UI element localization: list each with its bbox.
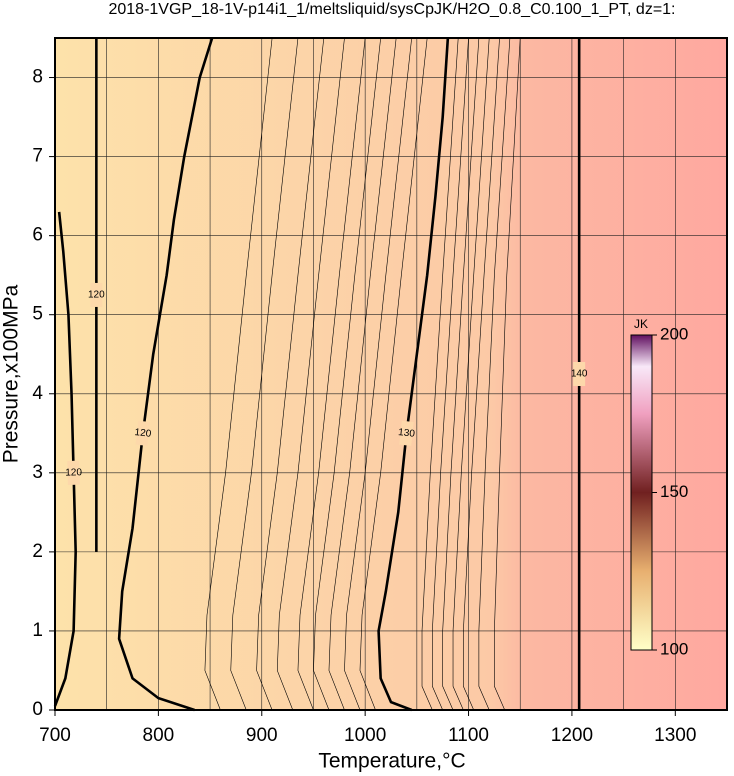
colorbar-label: JK <box>634 317 648 331</box>
x-tick-label: 900 <box>246 725 278 746</box>
y-tick-label: 3 <box>32 462 43 483</box>
y-axis-label: Pressure,x100MPa <box>0 284 23 463</box>
contour-line <box>313 37 381 711</box>
contour-line <box>478 37 511 711</box>
y-tick-label: 6 <box>32 225 43 246</box>
chart-title: 2018-1VGP_18-1V-p14i1_1/meltsliquid/sysC… <box>108 1 675 18</box>
contour-label: 140 <box>571 369 588 380</box>
contour-line <box>230 37 299 711</box>
plot-frame <box>54 37 728 711</box>
contour-line <box>359 37 428 711</box>
contour-label: 120 <box>134 427 152 440</box>
x-tick-label: 1000 <box>344 725 386 746</box>
contour-line <box>204 37 273 711</box>
contour-line <box>432 37 469 711</box>
y-tick-label: 4 <box>32 383 43 404</box>
y-tick-label: 2 <box>32 541 43 562</box>
contour-line <box>328 37 397 711</box>
contour-line <box>494 37 521 711</box>
contour-label-bg <box>399 420 414 446</box>
contour-line <box>452 37 490 711</box>
x-tick-label: 1300 <box>654 725 696 746</box>
contour-line <box>377 37 450 712</box>
contour-label-bg <box>573 362 586 386</box>
contour-label-bg <box>90 282 103 307</box>
y-tick-label: 0 <box>32 699 43 720</box>
x-axis-label: Temperature,°C <box>318 750 465 773</box>
x-tick-label: 1200 <box>551 725 593 746</box>
contour-line <box>344 37 412 711</box>
contour-line <box>297 37 366 711</box>
contour-label: 120 <box>65 467 82 478</box>
contour-line <box>442 37 480 711</box>
y-tick-label: 1 <box>32 620 43 641</box>
contour-line <box>256 37 325 711</box>
y-tick-label: 7 <box>32 146 43 167</box>
contour-label: 130 <box>398 427 416 440</box>
x-tick-label: 700 <box>39 725 71 746</box>
y-tick-label: 8 <box>32 67 43 88</box>
colorbar-tick-label: 150 <box>660 482 688 501</box>
contour-line <box>421 37 459 711</box>
contour-line <box>276 37 345 711</box>
x-tick-label: 1100 <box>448 725 489 746</box>
y-tick-label: 5 <box>32 304 43 325</box>
contour-label-bg <box>67 460 80 485</box>
x-tick-label: 800 <box>143 725 175 746</box>
contour-line <box>463 37 500 711</box>
contour-label: 120 <box>88 290 105 301</box>
contour-label-bg <box>135 420 151 446</box>
colorbar-tick-label: 200 <box>660 324 688 343</box>
colorbar <box>630 334 653 651</box>
colorbar-tick-label: 100 <box>660 639 688 658</box>
